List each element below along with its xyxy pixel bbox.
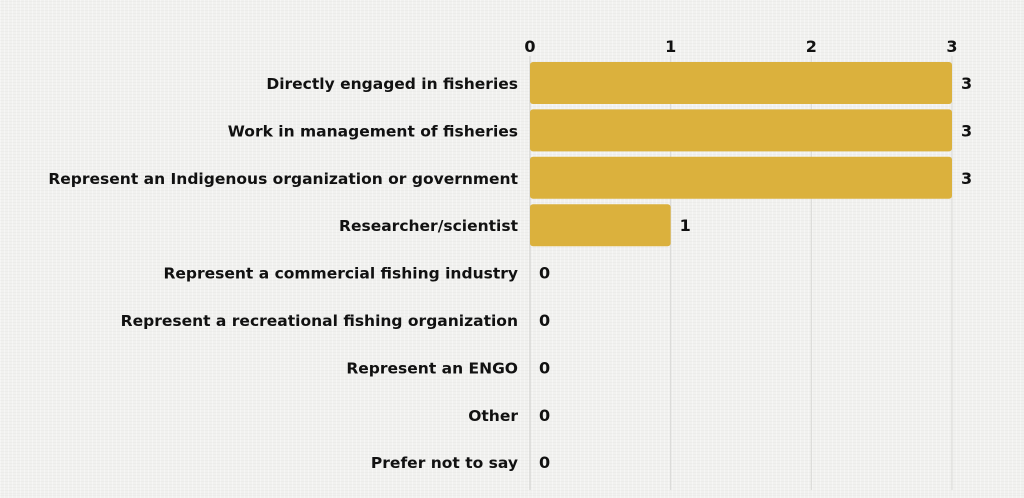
x-tick-label: 0 (524, 37, 535, 56)
value-label: 0 (539, 311, 550, 330)
x-axis-ticks: 0 1 2 3 (524, 37, 957, 56)
bar (530, 156, 952, 199)
value-labels: 3 3 3 1 0 0 0 0 0 (539, 74, 972, 472)
x-tick-label: 3 (946, 37, 957, 56)
bar (530, 204, 671, 247)
category-label: Researcher/scientist (339, 217, 519, 235)
value-label: 0 (539, 406, 550, 425)
category-label: Represent an Indigenous organization or … (48, 170, 518, 188)
category-labels: Directly engaged in fisheries Work in man… (48, 75, 518, 472)
value-label: 0 (539, 453, 550, 472)
value-label: 3 (961, 121, 972, 140)
value-label: 1 (680, 216, 691, 235)
x-tick-label: 1 (665, 37, 676, 56)
bar (530, 109, 952, 152)
value-label: 3 (961, 74, 972, 93)
category-label: Directly engaged in fisheries (266, 75, 518, 93)
x-tick-label: 2 (806, 37, 817, 56)
value-label: 3 (961, 169, 972, 188)
value-label: 0 (539, 358, 550, 377)
category-label: Prefer not to say (371, 454, 518, 472)
category-label: Other (468, 407, 518, 425)
category-label: Represent a commercial fishing industry (163, 265, 518, 283)
bar (530, 62, 952, 104)
value-label: 0 (539, 264, 550, 283)
category-label: Represent an ENGO (346, 359, 518, 377)
category-label: Work in management of fisheries (228, 122, 518, 140)
category-label: Represent a recreational fishing organiz… (121, 312, 518, 330)
bars (530, 62, 952, 247)
